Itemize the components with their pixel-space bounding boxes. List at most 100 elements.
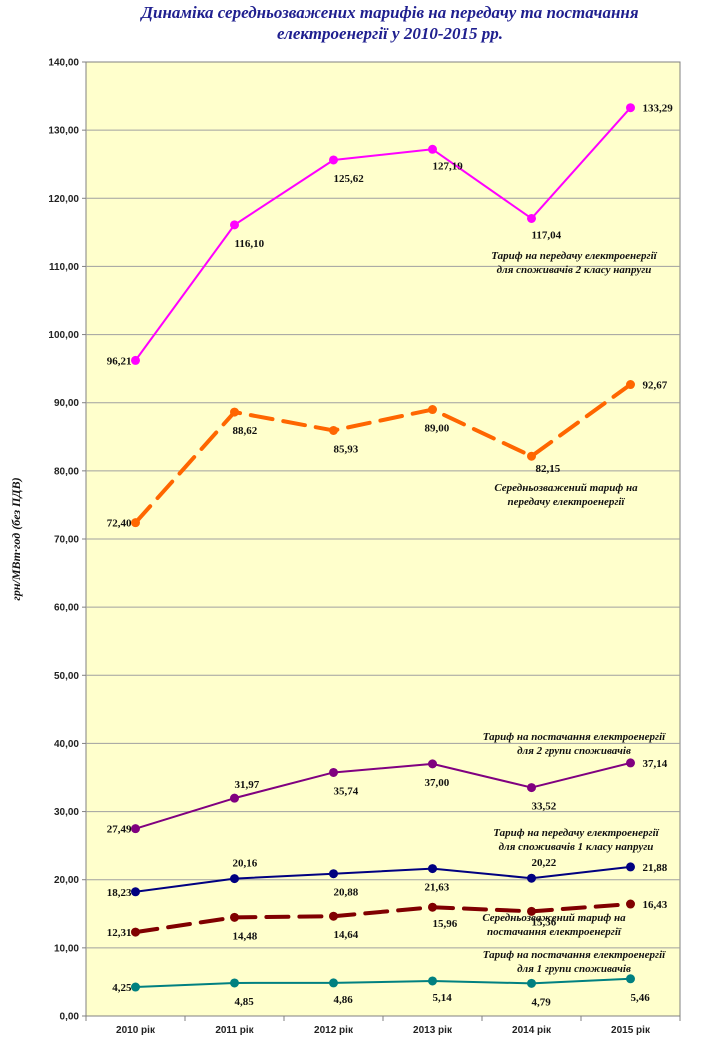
data-point (329, 911, 338, 921)
y-tick-label: 60,00 (54, 603, 79, 614)
data-label: 125,62 (334, 173, 365, 185)
series-annotation: Середньозважений тариф на (494, 482, 638, 494)
data-point (131, 518, 140, 528)
data-point (329, 869, 338, 879)
data-label: 5,46 (631, 992, 651, 1004)
data-point (230, 793, 239, 803)
series-annotation: для споживачів 2 класу напруги (497, 264, 652, 276)
data-label: 31,97 (235, 779, 260, 791)
series-annotation: Середньозважений тариф на (482, 912, 626, 924)
data-label: 35,74 (334, 785, 359, 797)
data-point (428, 902, 437, 912)
x-tick-label: 2011 рік (215, 1025, 254, 1036)
data-point (329, 767, 338, 777)
series-annotation: Тариф на передачу електроенергії (491, 250, 657, 262)
series-line-s4 (135, 865, 631, 893)
data-point (329, 425, 338, 435)
series-annotation: Тариф на передачу електроенергії (493, 827, 659, 839)
data-point (626, 380, 635, 390)
series-annotation: передачу електроенергії (508, 496, 626, 508)
y-tick-label: 40,00 (54, 739, 79, 750)
series-annotation: для 1 групи споживачів (517, 963, 631, 975)
data-label: 15,96 (433, 918, 458, 930)
y-tick-label: 80,00 (54, 466, 79, 477)
data-point (131, 355, 140, 365)
y-tick-label: 0,00 (60, 1012, 80, 1023)
data-point (527, 978, 536, 988)
series-s4: 18,23 20,16 20,88 21,63 20,22 21,88 (107, 857, 668, 899)
series-annotation: Тариф на постачання електроенергії (483, 949, 666, 961)
data-point (626, 103, 635, 113)
data-point (230, 407, 239, 417)
y-tick-label: 10,00 (54, 943, 79, 954)
data-label: 133,29 (643, 103, 674, 115)
y-tick-label: 90,00 (54, 398, 79, 409)
data-label: 15,36 (532, 916, 557, 928)
data-point (626, 899, 635, 909)
data-label: 92,67 (643, 380, 668, 392)
data-point (230, 220, 239, 230)
data-label: 16,43 (643, 899, 668, 911)
x-tick-label: 2014 рік (512, 1025, 552, 1036)
series-annotation: постачання електроенергії (487, 926, 622, 938)
data-point (329, 978, 338, 988)
chart-title-line-1: Динаміка середньозважених тарифів на пер… (141, 3, 639, 22)
series-s2: 72,40 88,62 85,93 89,00 82,15 92,67 (107, 380, 668, 530)
series-s6: 4,25 4,85 4,86 5,14 4,79 5,46 (112, 974, 651, 1008)
data-point (329, 155, 338, 165)
series-annotation: для споживачів 1 класу напруги (499, 841, 654, 853)
data-point (230, 874, 239, 884)
data-label: 88,62 (233, 425, 258, 437)
data-label: 12,31 (107, 927, 132, 939)
data-label: 37,14 (643, 758, 668, 770)
data-point (626, 758, 635, 768)
data-label: 37,00 (425, 777, 450, 789)
data-label: 4,85 (235, 996, 255, 1008)
y-tick-label: 50,00 (54, 671, 79, 682)
data-label: 4,86 (334, 994, 354, 1006)
data-point (527, 213, 536, 223)
series-s1: 96,21 116,10 125,62 127,19 117,04 133,29 (107, 103, 674, 368)
data-label: 96,21 (107, 355, 132, 367)
data-label: 4,79 (532, 996, 552, 1008)
series-line-s3 (135, 761, 631, 830)
series-annotation: для 2 групи споживачів (517, 745, 631, 757)
y-tick-label: 110,00 (49, 262, 79, 273)
data-point (230, 978, 239, 988)
data-point (527, 906, 536, 916)
data-label: 14,48 (233, 930, 258, 942)
series-line-s5 (133, 902, 633, 935)
series-group: 96,21 116,10 125,62 127,19 117,04 133,29 72,40… (107, 103, 674, 1009)
series-line-s1 (134, 107, 632, 361)
data-label: 21,63 (425, 882, 450, 894)
y-axis-label: грн/МВт·год (без ПДВ) (9, 477, 23, 600)
data-point (626, 862, 635, 872)
data-label: 85,93 (334, 443, 359, 455)
y-tick-label: 70,00 (54, 535, 79, 546)
gridlines (86, 129, 680, 949)
data-label: 82,15 (536, 463, 561, 475)
chart-title: Динаміка середньозважених тарифів на пер… (90, 2, 690, 44)
data-label: 21,88 (643, 862, 668, 874)
series-s5: 12,31 14,48 14,64 15,96 15,36 16,43 (107, 899, 668, 942)
series-s3: 27,49 31,97 35,74 37,00 33,52 37,14 (107, 758, 668, 836)
data-label: 27,49 (107, 824, 132, 836)
data-label: 5,14 (433, 992, 453, 1004)
data-point (131, 927, 140, 937)
data-label: 72,40 (107, 518, 132, 530)
data-point (230, 912, 239, 922)
data-point (131, 887, 140, 897)
data-label: 116,10 (235, 238, 265, 250)
y-tick-label: 130,00 (48, 126, 79, 137)
data-point (428, 144, 437, 154)
y-tick-label: 140,00 (48, 58, 79, 69)
data-point (527, 783, 536, 793)
data-point (428, 759, 437, 769)
data-label: 33,52 (532, 801, 557, 813)
data-label: 14,64 (334, 929, 359, 941)
data-point (131, 982, 140, 992)
data-point (527, 873, 536, 883)
data-label: 127,19 (433, 160, 464, 172)
data-label: 117,04 (532, 229, 562, 241)
data-label: 20,16 (233, 858, 258, 870)
